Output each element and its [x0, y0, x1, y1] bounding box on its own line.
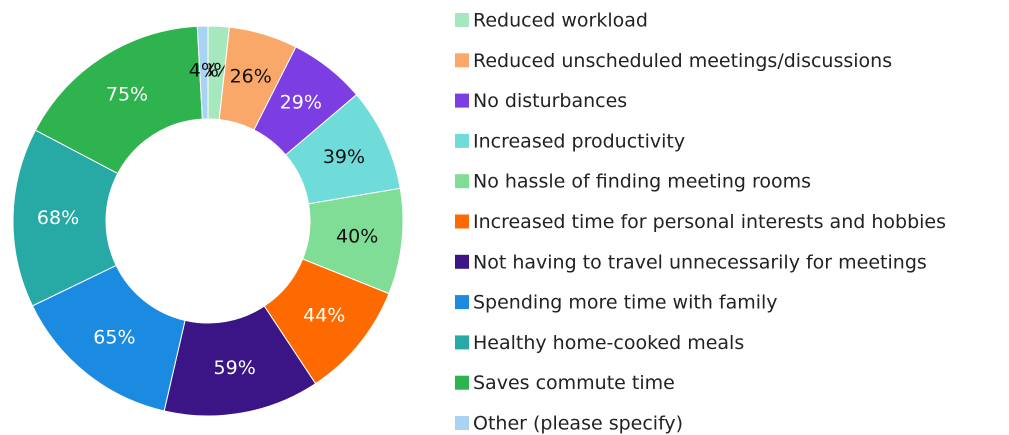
slice — [34, 25, 203, 175]
slice-label: 4% — [189, 60, 219, 82]
legend-label: Increased time for personal interests an… — [473, 211, 946, 233]
legend-swatch — [455, 254, 469, 269]
legend-label: No disturbances — [473, 90, 627, 112]
slice — [196, 25, 209, 120]
legend-label: Reduced unscheduled meetings/discussions — [473, 50, 892, 72]
legend-label: Not having to travel unnecessarily for m… — [473, 251, 927, 273]
slice-label: 26% — [230, 66, 272, 88]
legend-label: Other (please specify) — [473, 413, 683, 435]
legend-swatch — [455, 214, 469, 229]
legend-swatch — [455, 416, 469, 430]
legend-label: Increased productivity — [473, 130, 685, 152]
slice-label: 40% — [336, 225, 378, 247]
slice-label: 65% — [93, 327, 135, 349]
legend-swatch — [455, 53, 469, 68]
legend-swatch — [455, 93, 469, 108]
slice-label: 68% — [37, 207, 79, 229]
legend-label: Healthy home-cooked meals — [473, 332, 744, 354]
legend-swatch — [455, 174, 469, 189]
slice-label: 59% — [214, 357, 256, 379]
legend-label: Spending more time with family — [473, 292, 778, 314]
slice-label: 75% — [106, 83, 148, 105]
legend-swatch — [455, 335, 469, 350]
slice-label: 44% — [303, 304, 345, 326]
slice-label: 29% — [280, 92, 322, 114]
legend-label: No hassle of finding meeting rooms — [473, 171, 811, 193]
legend-swatch — [455, 133, 469, 148]
slice-label: 39% — [323, 146, 365, 168]
legend-swatch — [455, 375, 469, 390]
legend-label: Saves commute time — [473, 372, 675, 394]
legend-swatch — [455, 295, 469, 310]
legend-swatch — [455, 13, 469, 27]
legend-label: Reduced workload — [473, 10, 648, 32]
